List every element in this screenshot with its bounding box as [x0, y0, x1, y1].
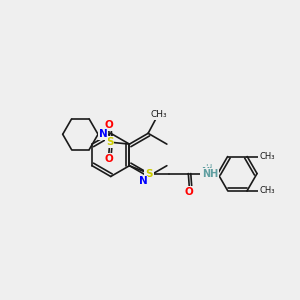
Text: O: O — [104, 154, 113, 164]
Text: H: H — [205, 164, 211, 173]
Text: O: O — [185, 187, 194, 197]
Text: N: N — [99, 129, 107, 139]
Text: CH₃: CH₃ — [259, 152, 274, 161]
Text: CH₃: CH₃ — [259, 186, 274, 195]
Text: S: S — [145, 169, 153, 178]
Text: CH₃: CH₃ — [151, 110, 167, 119]
Text: NH: NH — [202, 169, 218, 178]
Text: N: N — [201, 167, 209, 177]
Text: O: O — [104, 121, 113, 130]
Text: S: S — [106, 137, 114, 147]
Text: N: N — [139, 176, 148, 186]
